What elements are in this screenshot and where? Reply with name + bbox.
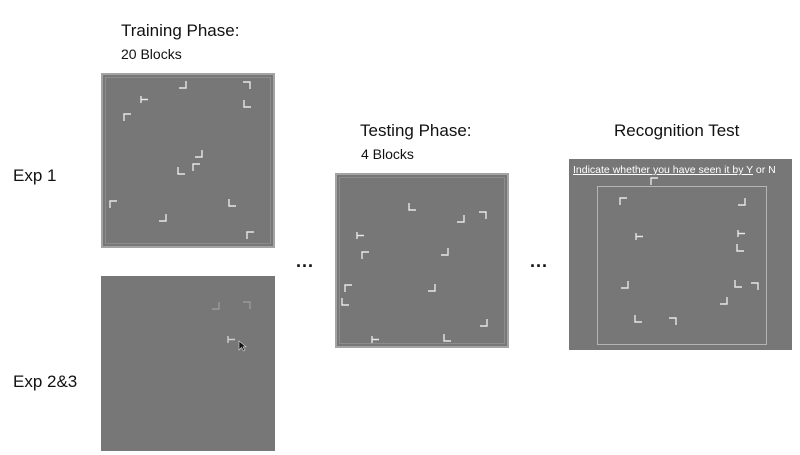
stimulus-item bbox=[669, 317, 677, 325]
exp1-label: Exp 1 bbox=[13, 166, 57, 185]
stimulus-item bbox=[159, 214, 167, 222]
stimulus-item bbox=[140, 96, 148, 103]
recognition-inner-frame bbox=[597, 186, 767, 345]
stimulus-item bbox=[650, 177, 658, 185]
stimulus-item bbox=[736, 244, 744, 252]
stimulus-item bbox=[457, 215, 465, 223]
stimulus-item bbox=[123, 113, 131, 121]
stimulus-item bbox=[228, 199, 236, 207]
stimulus-item bbox=[243, 301, 251, 309]
testing-phase-title: Testing Phase: bbox=[360, 121, 472, 140]
training-phase-title: Training Phase: bbox=[121, 21, 240, 40]
stimulus-item bbox=[227, 336, 235, 343]
recognition-instruction: Indicate whether you have seen it by Y o… bbox=[573, 164, 776, 176]
stimulus-item bbox=[361, 251, 369, 259]
cursor-icon bbox=[238, 340, 247, 352]
stimulus-item bbox=[371, 336, 379, 343]
stimulus-item bbox=[428, 284, 436, 292]
stimulus-item bbox=[443, 334, 451, 342]
stimulus-item bbox=[751, 282, 759, 290]
testing-display bbox=[335, 173, 509, 348]
stimulus-item bbox=[720, 297, 728, 305]
ellipsis-testing-recognition: ... bbox=[530, 251, 549, 271]
stimulus-item bbox=[734, 280, 742, 288]
stimulus-item bbox=[738, 198, 746, 206]
ellipsis-training-testing: ... bbox=[296, 251, 315, 271]
stimulus-item bbox=[635, 233, 643, 240]
stimulus-item bbox=[441, 248, 449, 256]
stimulus-item bbox=[177, 167, 185, 175]
stimulus-item bbox=[341, 298, 349, 306]
stimulus-item bbox=[243, 100, 251, 108]
instruction-rest: or N bbox=[752, 164, 776, 176]
exp23-label: Exp 2&3 bbox=[13, 372, 78, 391]
instruction-underlined: Indicate whether you have seen it by Y bbox=[573, 164, 753, 176]
stimulus-item bbox=[195, 150, 203, 158]
recognition-test-title: Recognition Test bbox=[614, 121, 740, 140]
stimulus-item bbox=[109, 200, 117, 208]
stimulus-item bbox=[634, 315, 642, 323]
stimulus-item bbox=[212, 302, 220, 310]
recognition-display bbox=[569, 159, 792, 350]
stimulus-item bbox=[243, 81, 251, 89]
stimulus-item bbox=[479, 211, 487, 219]
stimulus-item bbox=[619, 197, 627, 205]
stimulus-item bbox=[344, 284, 352, 292]
stimulus-item bbox=[179, 81, 187, 89]
stimulus-item bbox=[480, 319, 488, 327]
testing-phase-blocks: 4 Blocks bbox=[361, 146, 414, 162]
stimulus-item bbox=[246, 231, 254, 239]
stimulus-item bbox=[192, 163, 200, 171]
stimulus-item bbox=[621, 281, 629, 289]
training-phase-blocks: 20 Blocks bbox=[121, 46, 182, 62]
stimulus-item bbox=[356, 232, 364, 239]
stimulus-item bbox=[408, 203, 416, 211]
stimulus-item bbox=[737, 230, 745, 237]
training-exp23-display bbox=[101, 276, 275, 451]
training-exp1-display bbox=[101, 73, 275, 248]
